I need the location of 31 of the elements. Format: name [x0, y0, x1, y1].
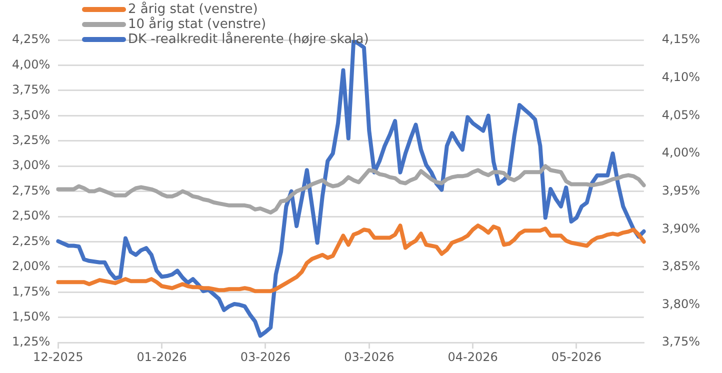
y2-tick-label: 3,90% — [662, 221, 700, 236]
y2-tick-label: 3,75% — [662, 334, 700, 349]
y-tick-label: 2,50% — [12, 208, 50, 223]
x-tick-label: 01-2026 — [136, 350, 187, 364]
y-tick-label: 1,50% — [12, 310, 50, 324]
x-tick-label: 12-2025 — [33, 350, 84, 364]
y-tick-label: 3,00% — [12, 158, 50, 172]
y-tick-label: 1,75% — [12, 284, 50, 298]
x-tick-label: 03-2026 — [344, 350, 394, 364]
y2-tick-label: 4,15% — [662, 32, 700, 46]
y2-tick-label: 3,80% — [662, 296, 700, 311]
y-tick-label: 4,00% — [12, 57, 50, 72]
y2-tick-label: 3,95% — [662, 183, 700, 198]
y2-tick-label: 3,85% — [662, 259, 700, 274]
y-tick-label: 2,00% — [12, 259, 50, 274]
y2-tick-label: 4,10% — [662, 70, 700, 84]
legend-label: DK -realkredit lånerente (højre skala) — [128, 32, 369, 47]
y2-tick-label: 4,00% — [662, 146, 700, 160]
y-tick-label: 3,50% — [12, 108, 50, 122]
legend-label: 2 årig stat (venstre) — [128, 2, 258, 17]
y2-tick-label: 4,05% — [662, 108, 700, 122]
y-tick-label: 4,25% — [12, 32, 50, 46]
legend-label: 10 årig stat (venstre) — [128, 17, 266, 32]
y-tick-label: 3,75% — [12, 82, 50, 97]
y-tick-label: 1,25% — [12, 334, 50, 349]
x-tick-label: 05-2026 — [551, 350, 602, 364]
x-tick-label: 04-2026 — [448, 350, 498, 364]
y-tick-label: 2,25% — [12, 234, 50, 248]
x-tick-label: 03-2026 — [240, 350, 291, 364]
y-tick-label: 3,25% — [12, 132, 50, 147]
y-tick-label: 2,75% — [12, 183, 50, 198]
